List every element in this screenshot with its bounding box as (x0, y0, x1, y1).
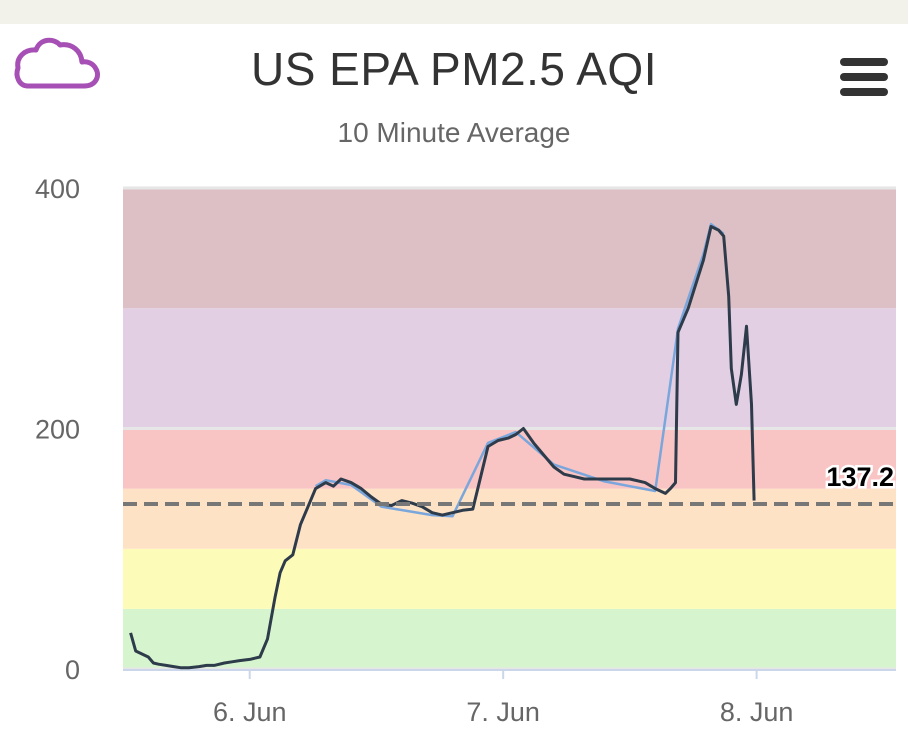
y-tick-label: 200 (35, 415, 80, 445)
series-line-1 (129, 225, 756, 670)
cloud-icon (14, 37, 100, 89)
aqi-band-4 (123, 308, 896, 429)
reference-line-label: 137.2 (826, 462, 894, 492)
aqi-band-1 (123, 548, 896, 609)
menu-icon[interactable] (840, 58, 890, 100)
chart-subtitle: 10 Minute Average (337, 117, 571, 148)
aqi-band-5 (123, 188, 896, 309)
y-tick-label: 0 (65, 655, 80, 685)
chart-title: US EPA PM2.5 AQI (251, 43, 657, 95)
x-tick-label: 7. Jun (466, 697, 540, 727)
y-tick-label: 400 (35, 174, 80, 204)
series-line-0 (314, 222, 725, 518)
top-strip (0, 0, 908, 24)
x-tick-label: 6. Jun (213, 697, 287, 727)
aqi-band-2 (123, 488, 896, 549)
x-tick-label: 8. Jun (720, 697, 794, 727)
